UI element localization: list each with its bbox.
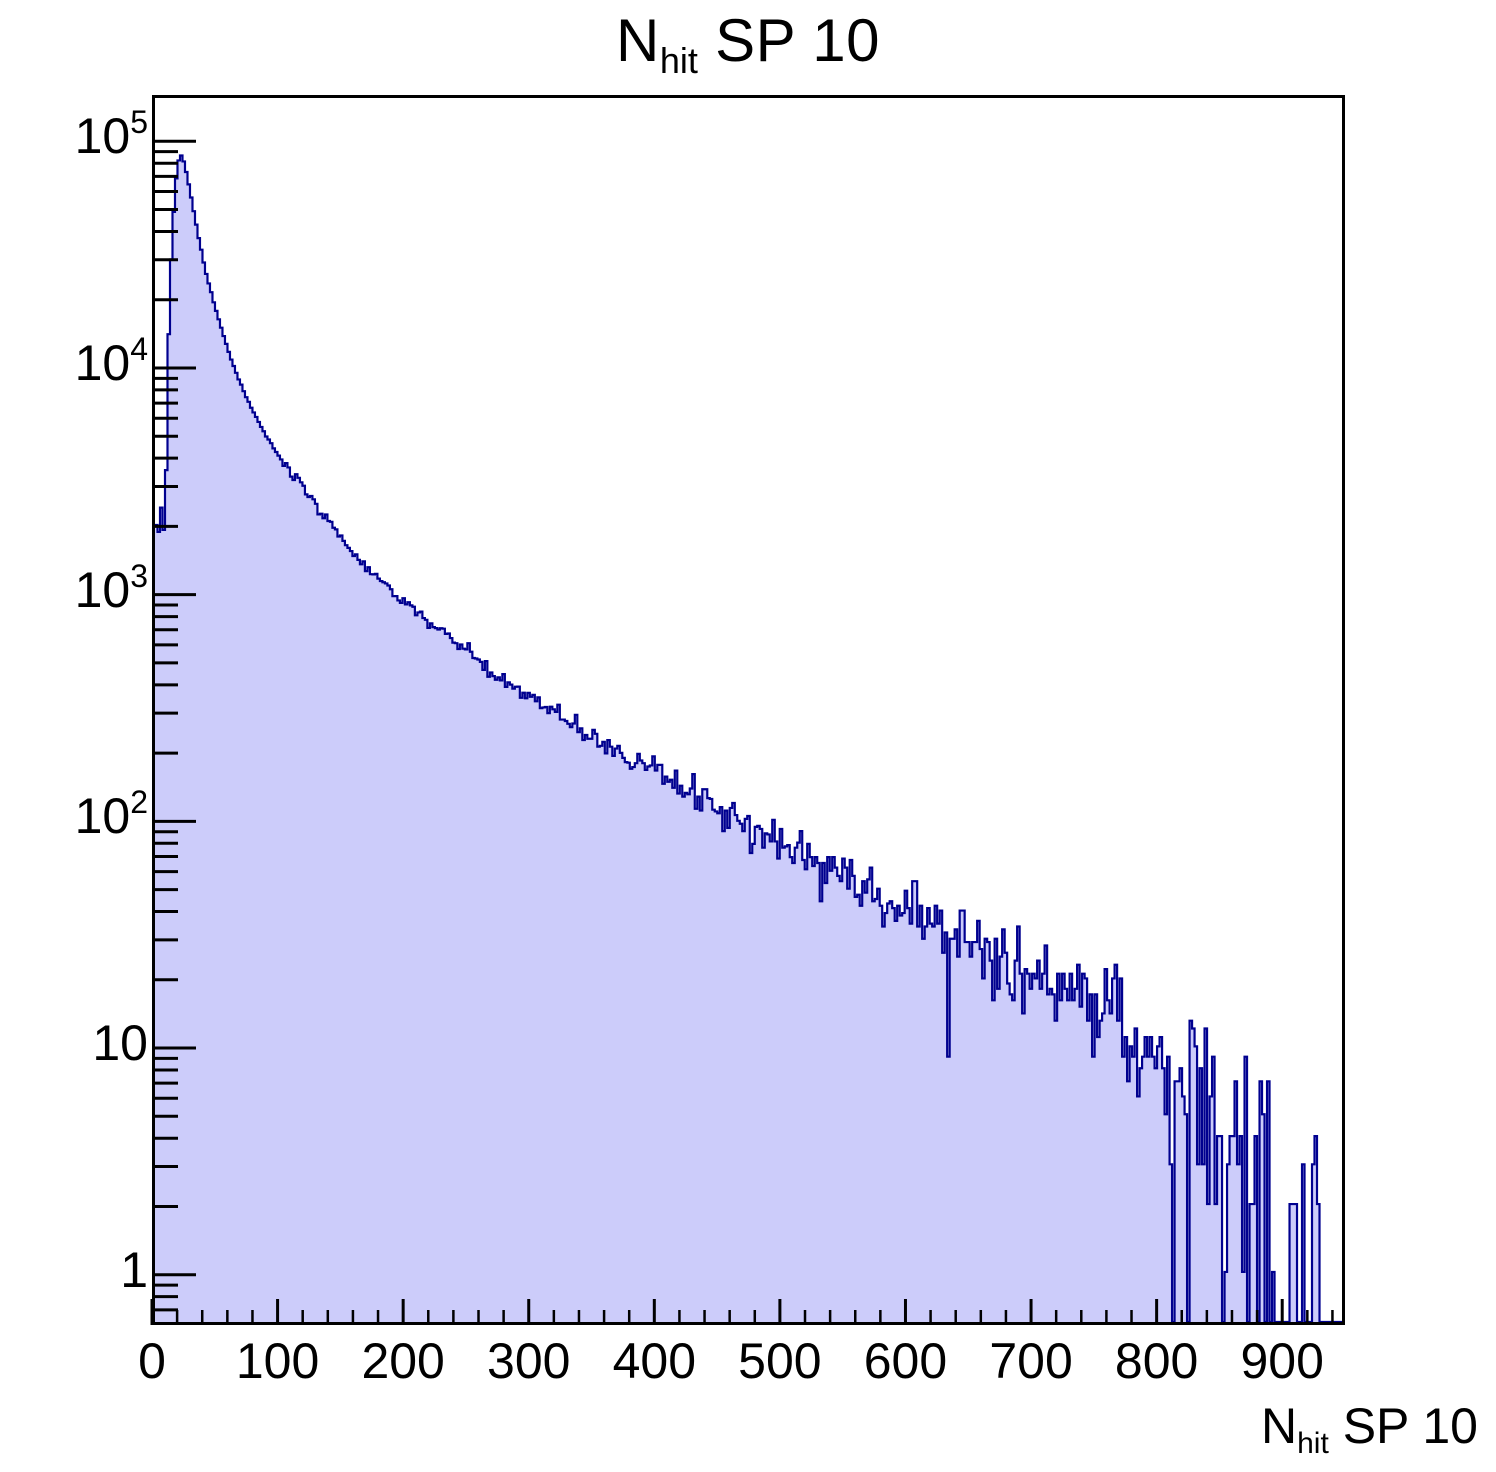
- x-tick-label: 100: [235, 1333, 320, 1389]
- x-tick-label: 900: [1240, 1333, 1324, 1389]
- x-tick-label: 600: [863, 1333, 948, 1389]
- chart-title-subscript: hit: [659, 40, 698, 81]
- y-tick-label: 102: [16, 786, 148, 845]
- chart-title: Nhit SP 10: [0, 4, 1496, 86]
- y-tick-label: 1: [16, 1245, 148, 1295]
- x-tick-label: 200: [361, 1333, 445, 1389]
- y-tick-mantissa: 1: [120, 1241, 148, 1298]
- y-tick-exponent: 2: [130, 784, 148, 821]
- plot-frame: [152, 95, 1345, 1325]
- y-tick-mantissa: 10: [92, 1015, 148, 1072]
- y-tick-label: 103: [16, 560, 148, 618]
- y-tick-label: 104: [16, 333, 148, 391]
- y-tick-exponent: 3: [130, 557, 148, 594]
- chart-title-rest: SP 10: [697, 7, 880, 74]
- y-tick-mantissa: 10: [74, 788, 131, 845]
- histogram-step-outline: [155, 154, 1342, 1322]
- x-axis-title-subscript: hit: [1297, 1427, 1329, 1460]
- chart-title-main: N: [616, 7, 660, 74]
- x-tick-label: 800: [1114, 1333, 1199, 1389]
- x-axis-title-rest: SP 10: [1328, 1398, 1478, 1454]
- x-tick-label: 300: [487, 1333, 571, 1389]
- y-tick-exponent: 4: [130, 330, 148, 367]
- y-tick-label: 105: [16, 106, 148, 165]
- y-tick-exponent: 5: [130, 104, 148, 141]
- x-tick-label: 500: [738, 1333, 822, 1389]
- x-tick-label: 0: [138, 1333, 166, 1389]
- histogram-plot: [155, 154, 1342, 1322]
- x-axis-title: Nhit SP 10: [1261, 1398, 1478, 1462]
- y-tick-mantissa: 10: [74, 108, 131, 165]
- y-tick-label: 10: [16, 1018, 148, 1068]
- histogram-fill-area: [155, 155, 1342, 1322]
- x-tick-label: 400: [612, 1333, 697, 1389]
- x-axis-title-main: N: [1261, 1398, 1298, 1454]
- y-tick-mantissa: 10: [74, 334, 131, 391]
- y-tick-mantissa: 10: [74, 561, 131, 618]
- x-tick-label: 700: [989, 1333, 1073, 1389]
- y-axis-tick-labels: 1 10 102 103 104 105: [0, 0, 148, 1472]
